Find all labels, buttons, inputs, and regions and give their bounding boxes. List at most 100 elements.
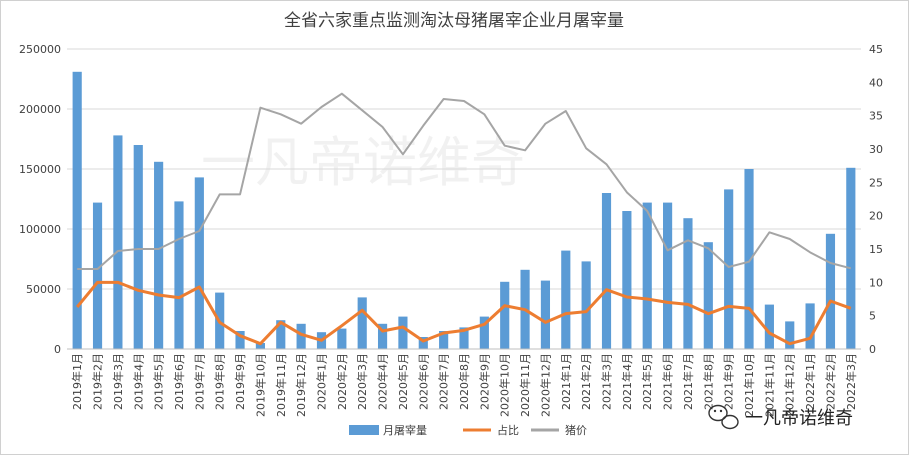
chart-title: 全省六家重点监测淘汰母猪屠宰企业月屠宰量 [284, 11, 624, 31]
x-tick-label: 2020年9月 [477, 353, 491, 410]
right-tick-label: 10 [869, 276, 883, 289]
right-tick-label: 20 [869, 210, 883, 223]
x-tick-label: 2019年12月 [294, 353, 308, 417]
left-tick-label: 50000 [26, 283, 61, 296]
x-tick-label: 2021年10月 [742, 353, 756, 417]
watermark-text: 一凡帝诺维奇 [201, 131, 525, 194]
x-tick-label: 2019年10月 [253, 353, 267, 417]
logo-text: 一凡帝诺维奇 [745, 408, 853, 429]
bar [92, 202, 103, 349]
right-tick-label: 25 [869, 176, 883, 189]
bar [398, 316, 408, 349]
line-share [76, 280, 852, 346]
right-tick-label: 15 [869, 243, 883, 256]
left-tick-label: 250000 [19, 43, 61, 56]
left-tick-label: 200000 [19, 103, 61, 116]
bar [459, 327, 469, 349]
x-tick-label: 2019年6月 [172, 353, 186, 410]
bar [703, 242, 713, 349]
x-tick-label: 2021年4月 [620, 353, 634, 410]
line-price [77, 92, 852, 270]
x-tick-label: 2022年2月 [823, 353, 837, 410]
x-tick-label: 2021年12月 [783, 353, 797, 417]
bar [255, 343, 265, 349]
x-tick-label: 2021年5月 [640, 353, 654, 410]
x-tick-label: 2021年3月 [600, 353, 614, 410]
bar [601, 193, 612, 349]
bar [113, 135, 123, 349]
x-axis: 2019年1月 2019年2月 2019年3月 2019年4月 2019年5月 2019年… [67, 348, 861, 417]
bar [276, 320, 286, 349]
bar [825, 233, 836, 349]
bar [357, 297, 367, 349]
legend: 月屠宰量 占比 猪价 [349, 423, 587, 437]
bar [561, 250, 571, 349]
x-tick-label: 2020年3月 [355, 353, 369, 410]
bar [377, 323, 388, 349]
wechat-icon [708, 404, 739, 430]
left-tick-label: 0 [54, 343, 61, 356]
x-tick-label: 2019年11月 [274, 353, 288, 417]
bar [744, 169, 754, 349]
bar [764, 304, 774, 349]
x-tick-label: 2021年2月 [579, 353, 593, 410]
x-tick-label: 2019年8月 [213, 353, 227, 410]
right-tick-label: 0 [869, 343, 876, 356]
x-tick-label: 2022年3月 [844, 353, 858, 410]
bar [724, 189, 734, 349]
x-tick-label: 2020年1月 [314, 353, 328, 410]
bar [663, 202, 673, 349]
bar [194, 177, 204, 349]
x-tick-label: 2019年2月 [91, 353, 105, 410]
left-tick-label: 100000 [19, 223, 61, 236]
x-tick-label: 2019年9月 [233, 353, 247, 410]
right-tick-label: 5 [869, 310, 876, 323]
wechat-logo: 一凡帝诺维奇 [708, 404, 853, 430]
x-tick-label: 2020年12月 [538, 353, 552, 417]
bar [174, 201, 184, 349]
bar [72, 71, 82, 350]
bar [337, 328, 347, 349]
x-tick-label: 2020年11月 [518, 353, 532, 417]
x-tick-label: 2019年1月 [70, 353, 84, 410]
x-tick-label: 2019年3月 [111, 353, 125, 410]
bar [540, 280, 551, 349]
bar [418, 337, 428, 349]
bar [683, 218, 693, 349]
bar [133, 145, 143, 349]
x-tick-label: 2020年5月 [396, 353, 410, 410]
x-tick-label: 2019年7月 [192, 353, 206, 410]
left-tick-label: 150000 [19, 163, 61, 176]
right-tick-label: 30 [869, 143, 883, 156]
x-tick-label: 2020年10月 [498, 353, 512, 417]
legend-label: 猪价 [565, 424, 587, 437]
bar [642, 202, 652, 349]
x-tick-label: 2021年9月 [722, 353, 736, 410]
bar [785, 321, 795, 349]
bar [500, 281, 510, 349]
legend-label: 月屠宰量 [383, 423, 427, 437]
x-tick-label: 2019年5月 [152, 353, 166, 410]
x-tick-label: 2020年8月 [457, 353, 471, 410]
x-tick-label: 2021年6月 [661, 353, 675, 410]
bar [235, 331, 245, 349]
x-tick-label: 2021年7月 [681, 353, 695, 410]
x-tick-label: 2021年8月 [701, 353, 715, 410]
x-tick-label: 2020年7月 [437, 353, 451, 410]
legend-label: 占比 [497, 423, 519, 437]
right-tick-label: 45 [869, 43, 883, 56]
x-tick-label: 2020年6月 [416, 353, 430, 410]
right-tick-label: 40 [869, 76, 883, 89]
bar [805, 303, 815, 349]
left-y-axis: 0 50000 100000 150000 200000 250000 [19, 43, 61, 356]
x-tick-label: 2021年1月 [559, 353, 573, 410]
legend-swatch [349, 425, 379, 435]
bar [846, 167, 856, 349]
x-tick-label: 2020年2月 [335, 353, 349, 410]
bar [154, 161, 164, 349]
bar [581, 261, 591, 349]
bar [622, 211, 632, 349]
x-tick-label: 2021年11月 [762, 353, 776, 417]
